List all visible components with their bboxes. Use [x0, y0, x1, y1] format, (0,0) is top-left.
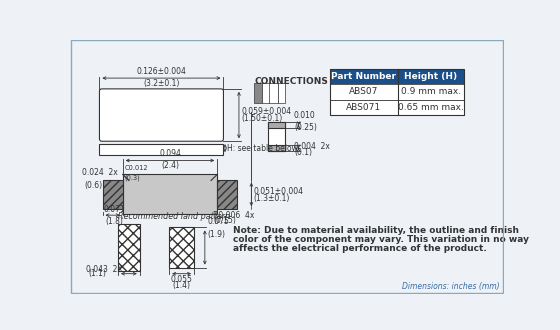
Text: (0.3): (0.3): [124, 174, 140, 181]
Text: (0.6): (0.6): [84, 181, 102, 189]
Bar: [268, 145, 284, 151]
Text: C0.012: C0.012: [124, 165, 148, 171]
Bar: [278, 83, 286, 103]
Bar: [330, 84, 398, 100]
Bar: [118, 224, 140, 271]
Bar: [398, 100, 464, 115]
Text: CONNECTIONS: CONNECTIONS: [254, 77, 328, 85]
Text: (1.1): (1.1): [88, 269, 106, 278]
Text: 0.024  2x: 0.024 2x: [82, 168, 118, 177]
Text: (0.15): (0.15): [213, 216, 236, 225]
Text: 0.071: 0.071: [103, 205, 125, 214]
Text: R0.006  4x: R0.006 4x: [213, 211, 255, 220]
Text: 0.004  2x: 0.004 2x: [294, 142, 330, 151]
Text: 0.094: 0.094: [159, 149, 181, 158]
Text: 0.65 mm max.: 0.65 mm max.: [398, 103, 464, 112]
Text: 0.051±0.004: 0.051±0.004: [254, 187, 304, 196]
Text: (2.4): (2.4): [161, 161, 179, 170]
Text: H: see table below: H: see table below: [227, 144, 298, 153]
Text: ABS071: ABS071: [346, 103, 381, 112]
Text: (1.9): (1.9): [207, 230, 225, 239]
Text: 0.043  2X: 0.043 2X: [86, 265, 122, 275]
Bar: [217, 180, 237, 209]
Bar: [398, 69, 464, 84]
FancyBboxPatch shape: [100, 89, 223, 141]
Bar: [169, 227, 194, 268]
Text: Height (H): Height (H): [404, 72, 458, 81]
Text: 0.9 mm max.: 0.9 mm max.: [401, 87, 461, 96]
Bar: [398, 84, 464, 100]
Bar: [330, 69, 398, 84]
Text: ABS07: ABS07: [349, 87, 379, 96]
Text: (1.8): (1.8): [105, 217, 123, 226]
Text: 0.010: 0.010: [294, 111, 316, 120]
Text: (1.50±0.1): (1.50±0.1): [241, 115, 283, 123]
Text: affects the electrical performance of the product.: affects the electrical performance of th…: [233, 245, 487, 253]
Text: 0.055: 0.055: [171, 275, 193, 284]
Text: Recommended land pattern: Recommended land pattern: [118, 212, 230, 220]
Text: Part Number: Part Number: [331, 72, 396, 81]
Bar: [100, 144, 223, 155]
Bar: [268, 122, 284, 151]
Text: 0.059±0.004: 0.059±0.004: [241, 108, 291, 116]
Text: (0.25): (0.25): [294, 123, 317, 132]
Bar: [254, 83, 262, 103]
Text: Note: Due to material availability, the outline and finish: Note: Due to material availability, the …: [233, 226, 519, 235]
Bar: [330, 69, 464, 115]
Bar: [330, 100, 398, 115]
Text: (0.1): (0.1): [294, 148, 312, 156]
Text: (1.3±0.1): (1.3±0.1): [254, 194, 290, 203]
Bar: [123, 174, 217, 214]
Bar: [268, 122, 284, 128]
Text: Dimensions: inches (mm): Dimensions: inches (mm): [403, 281, 500, 291]
Text: color of the component may vary. This variation in no way: color of the component may vary. This va…: [233, 235, 529, 244]
Bar: [262, 83, 278, 103]
Text: 0.126±0.004: 0.126±0.004: [137, 67, 186, 76]
Text: 0.075: 0.075: [207, 217, 229, 226]
Text: (1.4): (1.4): [172, 280, 190, 290]
Bar: [102, 180, 123, 209]
Text: (3.2±0.1): (3.2±0.1): [143, 79, 180, 88]
